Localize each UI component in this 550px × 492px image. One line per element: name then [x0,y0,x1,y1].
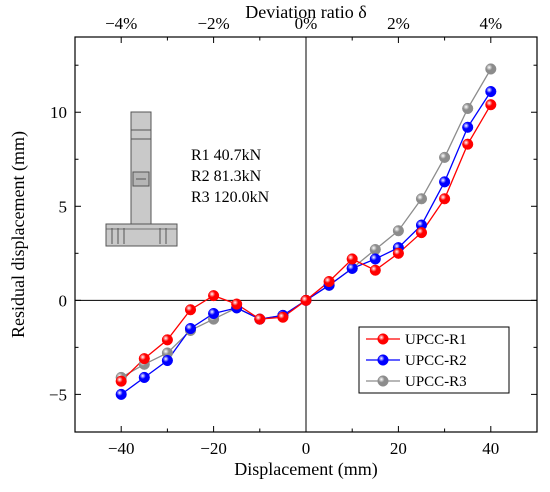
x-tick-label: 40 [482,439,499,458]
top-tick-label: −4% [105,14,137,33]
legend-marker [377,375,389,387]
y-axis-title: Residual displacement (mm) [8,131,29,338]
x-tick-label: −20 [200,439,227,458]
data-point-upcc-r1 [115,375,127,387]
legend-marker [377,333,389,345]
load-annotation: R1 40.7kN [191,147,262,164]
load-annotation: R3 120.0kN [191,189,270,206]
axis-titles: Displacement (mm) Deviation ratio δ Resi… [8,2,378,480]
data-point-upcc-r2 [138,371,150,384]
legend-label: UPCC-R1 [405,332,467,348]
data-point-upcc-r3 [392,225,404,237]
data-point-upcc-r3 [369,243,381,256]
data-point-upcc-r1 [439,193,451,205]
data-point-upcc-r3 [462,102,474,115]
data-point-upcc-r3 [439,151,451,163]
top-tick-label: 4% [479,14,502,33]
load-annotations: R1 40.7kN R2 81.3kN R3 120.0kN [191,147,270,206]
data-point-upcc-r2 [208,307,220,320]
legend-marker [377,354,389,366]
load-annotation: R2 81.3kN [191,168,262,185]
x-tick-label: 20 [390,439,407,458]
data-point-upcc-r1 [300,294,312,306]
data-point-upcc-r1 [415,227,428,239]
x-tick-label: 0 [302,439,311,458]
data-point-upcc-r1 [323,275,335,288]
y-tick-label: 0 [59,291,68,310]
top-tick-label: −2% [197,14,229,33]
y-tick-label: −5 [49,385,67,404]
data-point-upcc-r2 [346,262,358,274]
data-point-upcc-r1 [161,334,173,346]
y-tick-label: 5 [59,197,68,216]
data-point-upcc-r2 [485,85,497,98]
data-point-upcc-r1 [208,290,220,302]
data-point-upcc-r1 [346,253,358,265]
data-point-upcc-r2 [369,253,381,265]
data-point-upcc-r2 [115,388,127,400]
y-tick-label: 10 [50,103,67,122]
data-point-upcc-r1 [254,313,266,325]
column-joint-upper [130,129,152,140]
legend-label: UPCC-R3 [405,374,467,390]
data-point-upcc-r1 [369,264,381,276]
data-point-upcc-r1 [231,298,243,310]
top-axis-title: Deviation ratio δ [245,2,366,22]
data-point-upcc-r1 [485,99,497,111]
data-point-upcc-r1 [184,304,197,316]
top-tick-label: 0% [295,14,318,33]
plot-series [115,63,497,400]
data-point-upcc-r1 [138,353,150,365]
axes: −40 −20 0 20 40 −4% −2% 0% 2% 4% −5 0 5 10 [49,14,538,458]
data-point-upcc-r1 [277,311,289,323]
data-point-upcc-r2 [439,176,451,188]
data-point-upcc-r3 [415,193,428,205]
data-point-upcc-r2 [184,322,197,335]
data-point-upcc-r2 [462,121,474,133]
legend-label: UPCC-R2 [405,353,467,369]
top-tick-label: 2% [387,14,410,33]
data-point-upcc-r1 [462,138,474,150]
x-tick-label: −40 [108,439,135,458]
legend: UPCC-R1 UPCC-R2 UPCC-R3 [358,326,510,394]
column-specimen-icon [105,111,178,247]
x-axis-title: Displacement (mm) [234,459,377,480]
data-point-upcc-r3 [485,63,497,75]
data-point-upcc-r2 [161,354,173,367]
data-point-upcc-r1 [392,247,404,259]
